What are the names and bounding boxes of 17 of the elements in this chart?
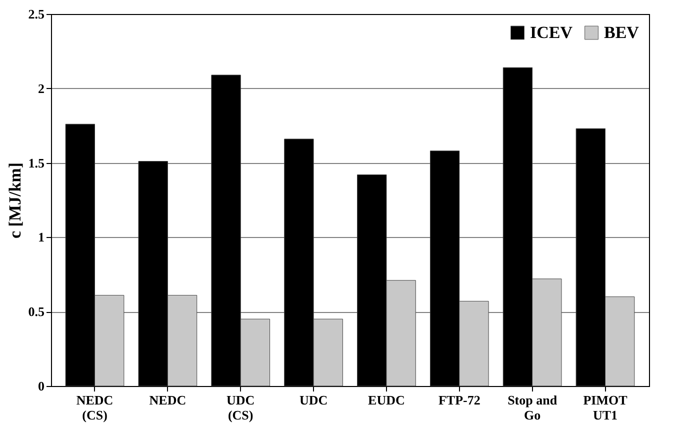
x-tick-label: UDC: [299, 392, 328, 408]
y-tick-label: 2.5: [28, 6, 45, 22]
y-axis-title: c [MJ/km]: [5, 162, 24, 239]
x-tick-label: UDC (CS): [226, 392, 255, 422]
y-tick-label: 0.5: [28, 304, 45, 320]
x-tick-label: NEDC: [149, 392, 186, 408]
x-tick-label: EUDC: [368, 392, 405, 408]
x-tick-label: PIMOT UT1: [583, 392, 628, 422]
legend-label: ICEV: [530, 22, 574, 42]
y-tick-label: 2: [38, 80, 44, 96]
y-tick-label: 0: [38, 378, 44, 394]
x-tick-label: NEDC (CS): [76, 392, 114, 422]
legend-label: BEV: [604, 22, 640, 42]
y-tick-label: 1: [38, 230, 44, 245]
x-tick-label: Stop and Go: [508, 392, 558, 422]
x-tick-label: FTP-72: [438, 392, 480, 408]
y-tick-label: 1.5: [28, 155, 45, 170]
